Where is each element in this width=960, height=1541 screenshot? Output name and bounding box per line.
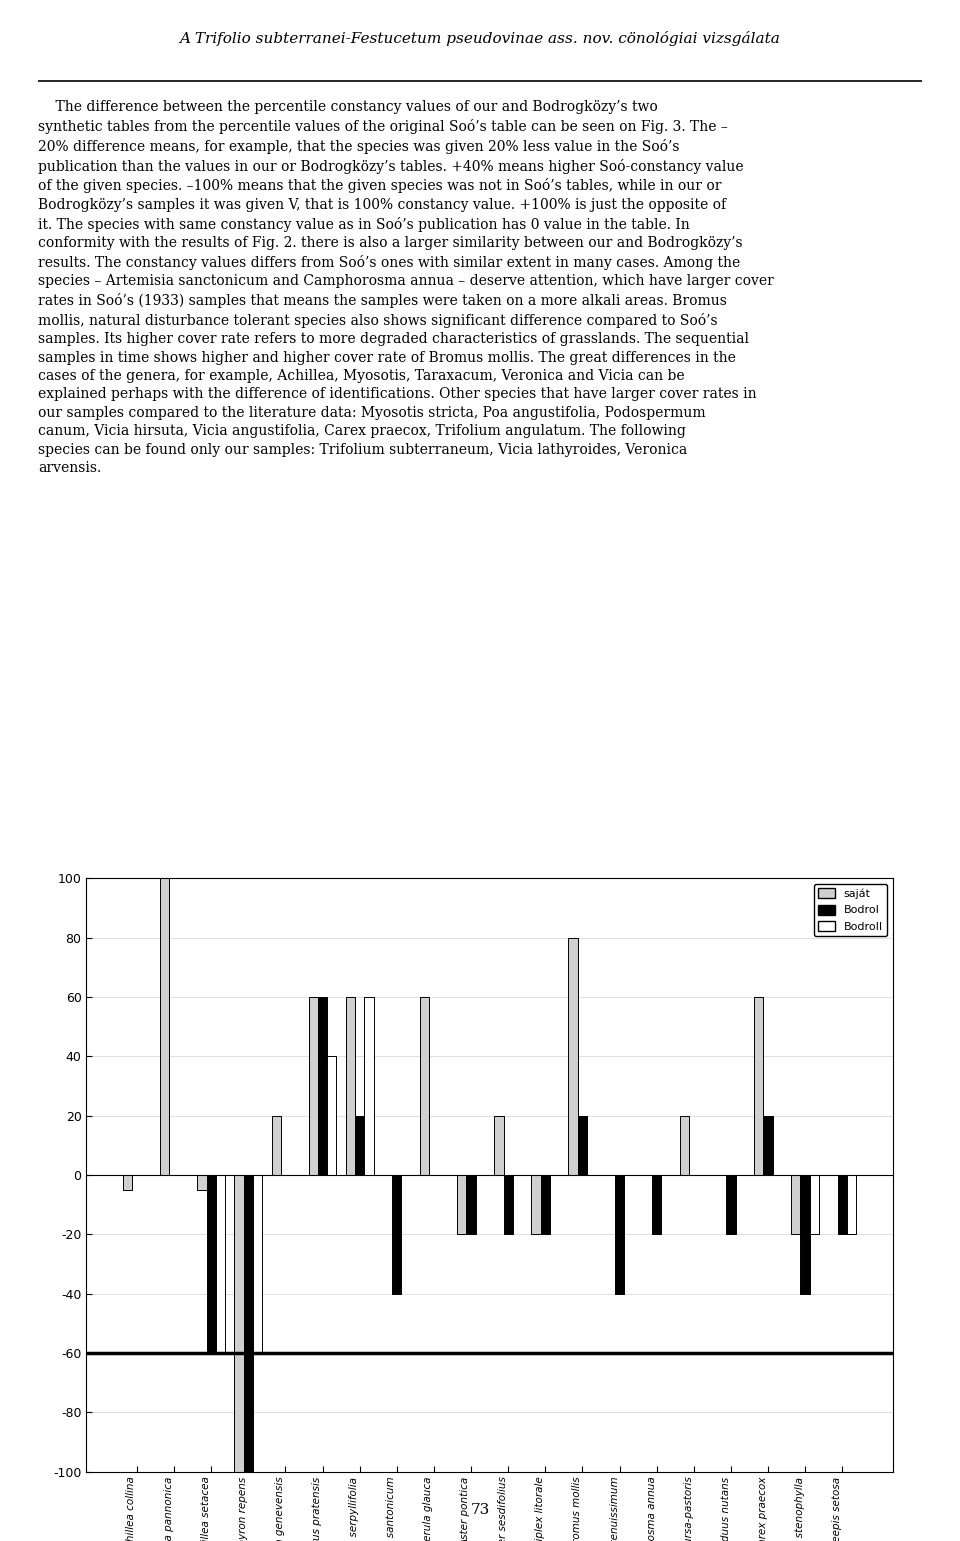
Bar: [754, 997, 763, 1176]
Bar: [198, 1176, 206, 1190]
Bar: [123, 1176, 132, 1190]
Bar: [847, 1176, 856, 1234]
Bar: [467, 1176, 476, 1234]
Bar: [253, 1176, 262, 1353]
Bar: [531, 1176, 540, 1234]
Text: The difference between the percentile constancy values of our and Bodrogközy’s t: The difference between the percentile co…: [38, 100, 775, 475]
Bar: [272, 1116, 281, 1176]
Bar: [244, 1176, 253, 1472]
Bar: [234, 1176, 244, 1472]
Bar: [160, 878, 170, 1176]
Bar: [457, 1176, 467, 1234]
Bar: [494, 1116, 503, 1176]
Bar: [809, 1176, 819, 1234]
Bar: [763, 1116, 773, 1176]
Bar: [365, 997, 373, 1176]
Text: A Trifolio subterranei-Festucetum pseudovinae ass. nov. cönológiai vizsgálata: A Trifolio subterranei-Festucetum pseudo…: [180, 31, 780, 46]
Bar: [726, 1176, 735, 1234]
Bar: [680, 1116, 689, 1176]
Bar: [309, 997, 318, 1176]
Bar: [614, 1176, 624, 1294]
Bar: [801, 1176, 809, 1294]
Legend: saját, BodroI, BodroII: saját, BodroI, BodroII: [814, 885, 887, 937]
Bar: [393, 1176, 401, 1294]
Bar: [568, 937, 578, 1176]
Bar: [503, 1176, 513, 1234]
Bar: [216, 1176, 226, 1353]
Bar: [540, 1176, 550, 1234]
Bar: [327, 1057, 337, 1176]
Bar: [206, 1176, 216, 1353]
Bar: [318, 997, 327, 1176]
Bar: [837, 1176, 847, 1234]
Text: 73: 73: [470, 1502, 490, 1518]
Bar: [791, 1176, 801, 1234]
Bar: [420, 997, 429, 1176]
Bar: [578, 1116, 587, 1176]
Bar: [652, 1176, 661, 1234]
Bar: [355, 1116, 365, 1176]
Bar: [346, 997, 355, 1176]
